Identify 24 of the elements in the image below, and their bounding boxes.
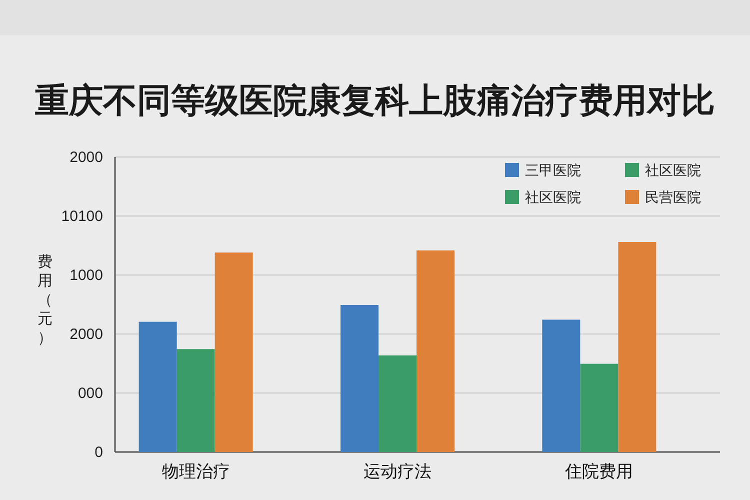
y-axis-title: 费用（元） (38, 254, 52, 346)
bar (340, 305, 378, 452)
legend-label: 三甲医院 (525, 162, 581, 178)
bar (214, 252, 253, 452)
bar (542, 320, 580, 452)
text: 000 (78, 385, 103, 402)
bar (176, 349, 215, 452)
legend-label: 民营医院 (645, 189, 701, 205)
text: 2000 (70, 149, 103, 166)
text: 2000 (70, 326, 103, 343)
x-tick-label: 物理治疗 (162, 462, 230, 481)
x-tick-label: 运动疗法 (364, 462, 432, 481)
chart-title: 重庆不同等级医院康复科上肢痛治疗费用对比 (35, 82, 715, 120)
bar (138, 322, 177, 452)
text: 0 (94, 444, 103, 461)
bar (416, 250, 454, 452)
legend-label: 社区医院 (525, 189, 581, 205)
x-tick-label: 住院费用 (564, 462, 634, 481)
text: 1000 (70, 267, 103, 284)
legend-label: 社区医院 (645, 162, 701, 178)
bar (618, 242, 656, 452)
text: 10100 (61, 208, 103, 225)
bar (378, 355, 416, 452)
bar (580, 364, 618, 452)
